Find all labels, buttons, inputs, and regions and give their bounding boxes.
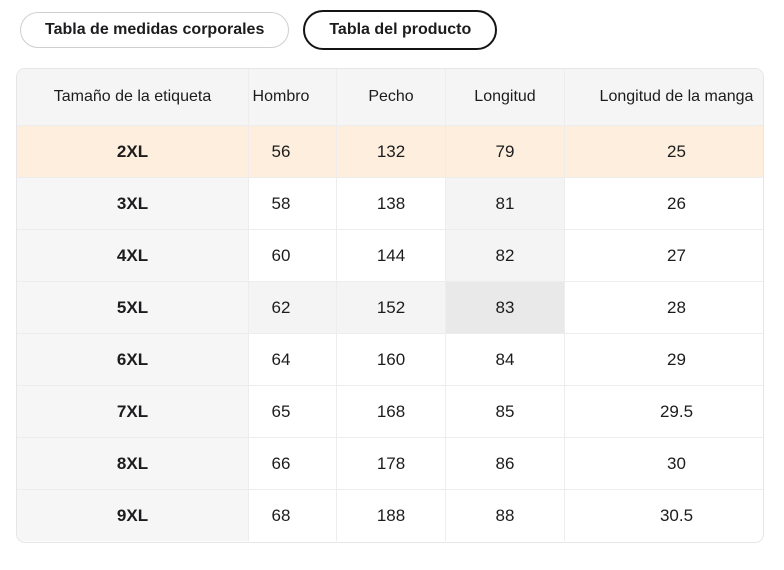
col-header-sleeve-length: Longitud de la manga	[564, 69, 763, 125]
row-7xl: 7XL 65 168 85 29.5	[17, 385, 763, 437]
size-cell[interactable]: 4XL	[17, 229, 249, 281]
value-cell[interactable]: 29.5	[564, 385, 763, 437]
size-cell[interactable]: 9XL	[17, 489, 249, 541]
row-6xl: 6XL 64 160 84 29	[17, 333, 763, 385]
size-table: Tamaño de la etiqueta Hombro Pecho Longi…	[17, 69, 763, 541]
value-cell[interactable]: 86	[445, 437, 564, 489]
value-cell[interactable]: 144	[336, 229, 445, 281]
value-cell[interactable]: 85	[445, 385, 564, 437]
value-cell[interactable]: 188	[336, 489, 445, 541]
row-8xl: 8XL 66 178 86 30	[17, 437, 763, 489]
value-cell[interactable]: 160	[336, 333, 445, 385]
value-cell[interactable]: 30.5	[564, 489, 763, 541]
value-cell[interactable]: 138	[336, 177, 445, 229]
row-5xl: 5XL 62 152 83 28	[17, 281, 763, 333]
col-header-length: Longitud	[445, 69, 564, 125]
header-row: Tamaño de la etiqueta Hombro Pecho Longi…	[17, 69, 763, 125]
size-cell[interactable]: 6XL	[17, 333, 249, 385]
value-cell[interactable]: 84	[445, 333, 564, 385]
size-chart-tabs: Tabla de medidas corporales Tabla del pr…	[0, 0, 784, 50]
value-cell-hovered[interactable]: 83	[445, 281, 564, 333]
tab-product-measurements[interactable]: Tabla del producto	[303, 10, 498, 50]
value-cell[interactable]: 82	[445, 229, 564, 281]
value-cell[interactable]: 28	[564, 281, 763, 333]
value-cell[interactable]: 26	[564, 177, 763, 229]
size-cell[interactable]: 5XL	[17, 281, 249, 333]
row-2xl: 2XL 56 132 79 25	[17, 125, 763, 177]
value-cell[interactable]: 79	[445, 125, 564, 177]
value-cell[interactable]: 29	[564, 333, 763, 385]
tab-body-measurements[interactable]: Tabla de medidas corporales	[20, 12, 290, 48]
value-cell[interactable]: 81	[445, 177, 564, 229]
size-cell[interactable]: 7XL	[17, 385, 249, 437]
size-cell[interactable]: 2XL	[17, 125, 249, 177]
size-table-card: Tamaño de la etiqueta Hombro Pecho Longi…	[16, 68, 764, 543]
value-cell[interactable]: 152	[336, 281, 445, 333]
size-cell[interactable]: 8XL	[17, 437, 249, 489]
size-table-scroll-area[interactable]: Tamaño de la etiqueta Hombro Pecho Longi…	[17, 69, 763, 542]
value-cell[interactable]: 88	[445, 489, 564, 541]
value-cell[interactable]: 27	[564, 229, 763, 281]
col-header-label-size: Tamaño de la etiqueta	[17, 69, 249, 125]
value-cell[interactable]: 30	[564, 437, 763, 489]
size-cell[interactable]: 3XL	[17, 177, 249, 229]
value-cell[interactable]: 168	[336, 385, 445, 437]
row-3xl: 3XL 58 138 81 26	[17, 177, 763, 229]
value-cell[interactable]: 132	[336, 125, 445, 177]
value-cell[interactable]: 25	[564, 125, 763, 177]
row-9xl: 9XL 68 188 88 30.5	[17, 489, 763, 541]
row-4xl: 4XL 60 144 82 27	[17, 229, 763, 281]
value-cell[interactable]: 178	[336, 437, 445, 489]
col-header-chest: Pecho	[336, 69, 445, 125]
